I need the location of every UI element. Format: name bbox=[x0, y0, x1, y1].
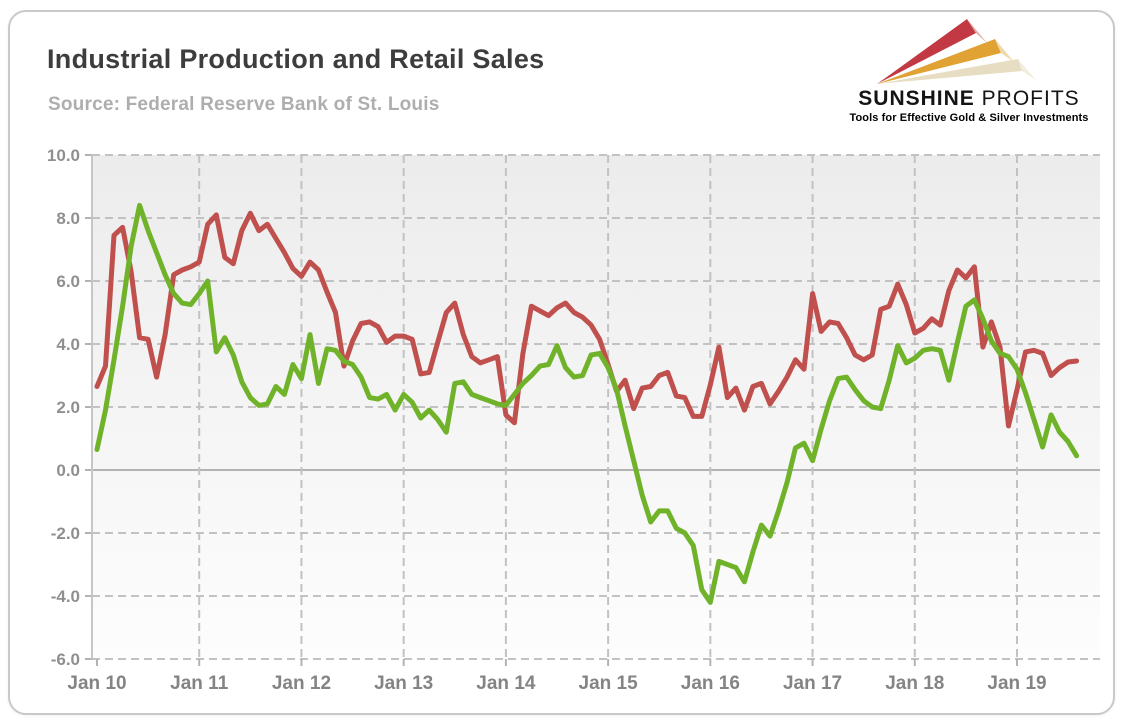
x-axis-label: Jan 12 bbox=[272, 673, 331, 694]
logo-wordmark: SUNSHINE PROFITS bbox=[845, 87, 1093, 110]
y-axis-label: -6.0 bbox=[51, 650, 80, 669]
y-axis-label: -2.0 bbox=[51, 524, 80, 543]
retail-sales-line bbox=[94, 210, 1080, 429]
y-axis-label: 2.0 bbox=[56, 398, 80, 417]
logo-tagline: Tools for Effective Gold & Silver Invest… bbox=[849, 112, 1089, 125]
sunshine-rays-icon bbox=[877, 19, 1036, 84]
x-axis-label: Jan 10 bbox=[67, 673, 126, 694]
x-axis-label: Jan 17 bbox=[783, 673, 842, 694]
logo-word-sunshine: SUNSHINE bbox=[858, 87, 975, 110]
logo-word-profits: PROFITS bbox=[981, 87, 1080, 110]
x-axis-label: Jan 13 bbox=[374, 673, 433, 694]
x-axis-label: Jan 16 bbox=[681, 673, 740, 694]
y-axis-label: 10.0 bbox=[47, 146, 80, 165]
x-axis-label: Jan 14 bbox=[476, 673, 536, 694]
x-axis-label: Jan 11 bbox=[170, 673, 229, 694]
y-axis-label: -4.0 bbox=[51, 587, 80, 606]
x-axis-label: Jan 18 bbox=[885, 673, 944, 694]
y-axis-label: 8.0 bbox=[56, 209, 80, 228]
sunshine-profits-logo: SUNSHINE PROFITS Tools for Effective Gol… bbox=[845, 14, 1093, 124]
y-axis-label: 0.0 bbox=[56, 461, 80, 480]
y-axis-label: 4.0 bbox=[56, 335, 80, 354]
y-axis-label: 6.0 bbox=[56, 272, 80, 291]
industrial-production-line bbox=[94, 202, 1080, 605]
source-caption: Source: Federal Reserve Bank of St. Loui… bbox=[48, 94, 440, 115]
page-title: Industrial Production and Retail Sales bbox=[47, 44, 545, 74]
x-axis-label: Jan 15 bbox=[579, 673, 639, 694]
x-axis-label: Jan 19 bbox=[987, 673, 1046, 694]
